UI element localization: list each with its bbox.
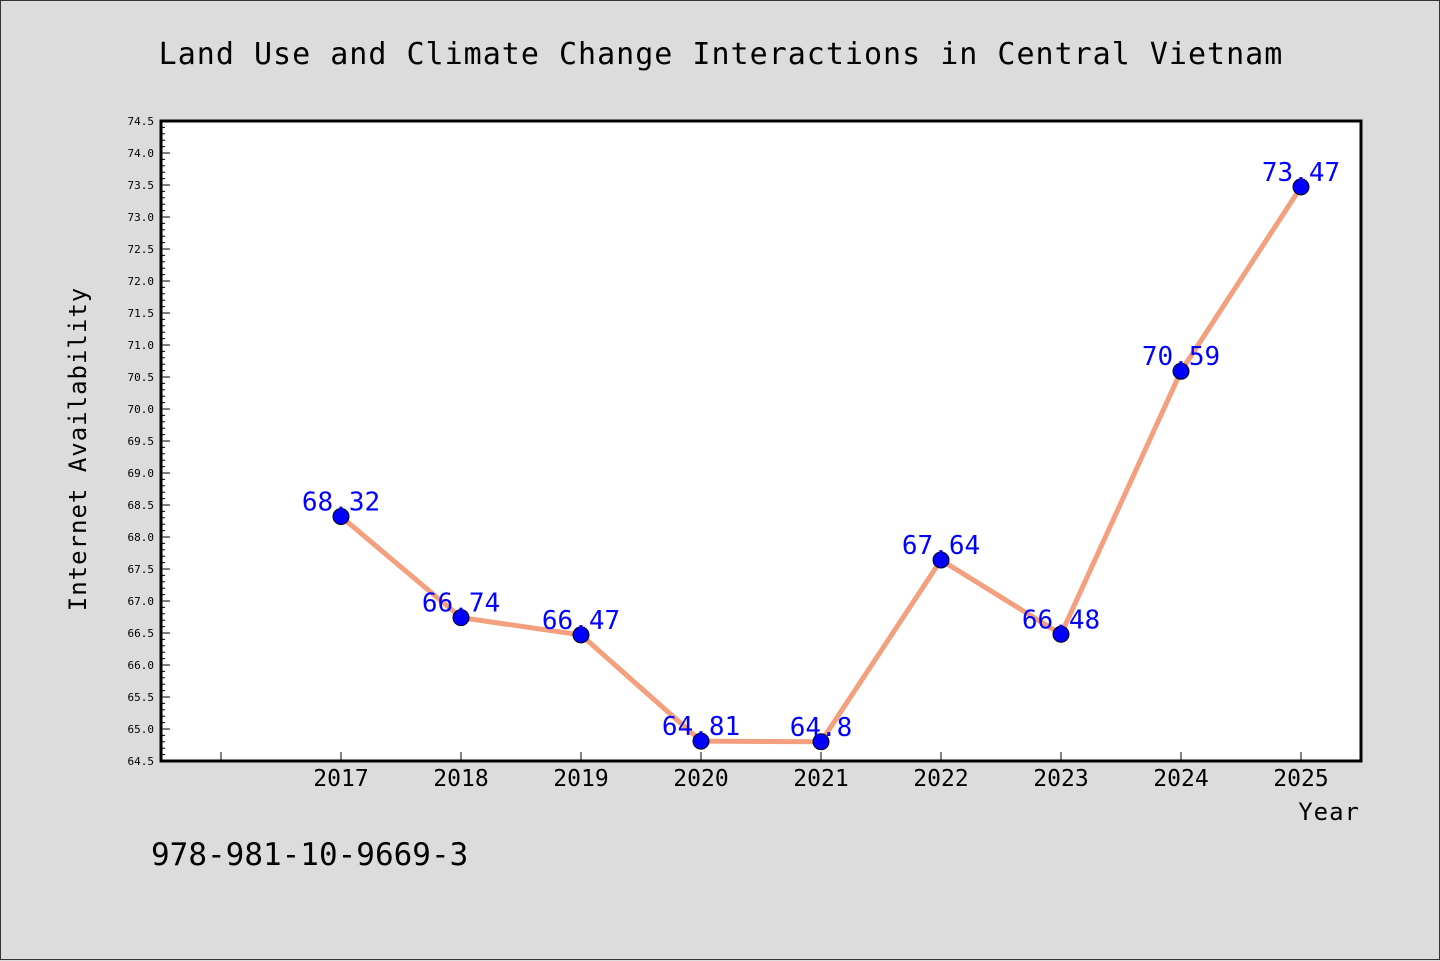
x-tick-label: 2017	[313, 766, 368, 792]
x-tick-label: 2021	[793, 766, 848, 792]
x-tick-label: 2025	[1273, 766, 1328, 792]
data-label: 70.59	[1142, 342, 1220, 372]
data-point	[1052, 625, 1070, 643]
y-tick-label: 68.5	[128, 499, 155, 512]
x-tick-label: 2019	[553, 766, 608, 792]
y-tick-label: 65.5	[128, 691, 155, 704]
y-tick-label: 72.0	[128, 275, 155, 288]
y-tick-label: 69.0	[128, 467, 155, 480]
data-label: 66.47	[542, 606, 620, 636]
data-point	[812, 733, 830, 751]
y-tick-label: 69.5	[128, 435, 155, 448]
y-tick-label: 64.5	[128, 755, 155, 768]
y-tick-label: 71.0	[128, 339, 155, 352]
y-tick-label: 73.5	[128, 179, 155, 192]
data-label: 64.81	[662, 712, 740, 742]
isbn-footer: 978-981-10-9669-3	[151, 837, 468, 873]
data-point	[1172, 362, 1190, 380]
y-tick-label: 74.5	[128, 115, 155, 128]
data-label: 64.8	[790, 713, 853, 743]
y-tick-label: 66.0	[128, 659, 155, 672]
data-label: 66.48	[1022, 605, 1100, 635]
x-tick-label: 2022	[913, 766, 968, 792]
y-tick-label: 70.0	[128, 403, 155, 416]
data-point	[1292, 178, 1310, 196]
chart-title: Land Use and Climate Change Interactions…	[159, 37, 1284, 72]
y-tick-label: 68.0	[128, 531, 155, 544]
y-tick-label: 71.5	[128, 307, 155, 320]
y-tick-label: 67.0	[128, 595, 155, 608]
y-tick-label: 66.5	[128, 627, 155, 640]
y-tick-label: 67.5	[128, 563, 155, 576]
x-tick-label: 2018	[433, 766, 488, 792]
y-tick-label: 65.0	[128, 723, 155, 736]
x-axis-title: Year	[1298, 798, 1360, 826]
data-label: 68.32	[302, 488, 380, 518]
y-axis-title: Internet Availability	[64, 287, 92, 611]
y-axis: 64.5 65.0 65.5 66.0 66.5 67.0 67.5 68.0 68.5 69.0…	[128, 115, 170, 768]
series-layer	[332, 178, 1310, 751]
plot-area	[159, 119, 1363, 763]
x-tick-label: 2024	[1153, 766, 1208, 792]
y-tick-label: 70.5	[128, 371, 155, 384]
x-axis: 2017 2018 2019 2020 2021 2022 2023 2024 2025	[220, 752, 1329, 792]
data-point	[572, 626, 590, 644]
data-label: 73.47	[1262, 158, 1340, 188]
x-tick-label: 2023	[1033, 766, 1088, 792]
y-tick-label: 72.5	[128, 243, 155, 256]
data-point	[332, 508, 350, 526]
data-label: 66.74	[422, 589, 500, 619]
data-label: 67.64	[902, 531, 980, 561]
y-tick-label: 74.0	[128, 147, 155, 160]
data-point	[692, 732, 710, 750]
y-tick-label: 73.0	[128, 211, 155, 224]
x-tick-label: 2020	[673, 766, 728, 792]
data-label-layer: 68.32 66.74 66.47 64.81 64.8 67.64 66.48 70.59 7…	[302, 158, 1340, 743]
data-point	[932, 551, 950, 569]
data-point	[452, 609, 470, 627]
